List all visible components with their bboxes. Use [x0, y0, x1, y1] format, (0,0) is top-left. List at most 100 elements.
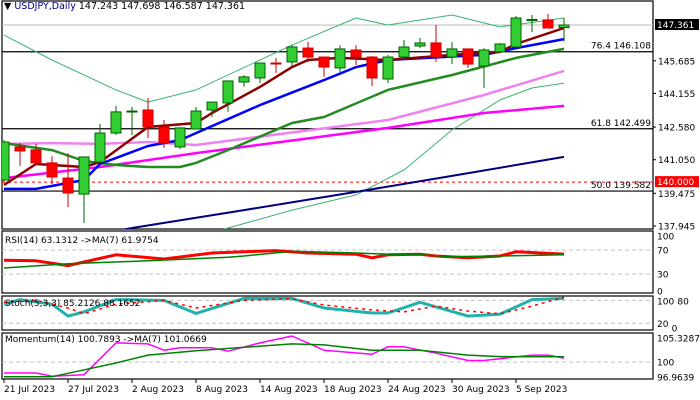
candle — [2, 140, 10, 182]
stochastic-plot — [2, 296, 653, 324]
bear-candle-body — [14, 146, 26, 152]
fib-level-label: 50.0 139.582 — [591, 181, 651, 191]
triangle-down-icon[interactable]: ▼ — [4, 1, 12, 12]
candle — [334, 45, 346, 72]
date-tick-label: 14 Aug 2023 — [260, 385, 318, 395]
candle — [238, 74, 250, 87]
bull-candle-body — [478, 49, 490, 67]
marked-level-badge: 140.000 — [657, 178, 694, 188]
bull-candle-body — [222, 80, 234, 104]
rsi-tick-label: 0 — [657, 288, 663, 298]
bear-candle-body — [30, 149, 42, 164]
price-tick-label: 142.580 — [658, 124, 695, 134]
bull-candle-body — [398, 46, 410, 58]
bull-candle-body — [510, 17, 522, 48]
date-tick-label: 5 Sep 2023 — [516, 385, 567, 395]
bull-candle-body — [558, 24, 570, 29]
candle — [126, 106, 138, 135]
candle — [318, 56, 330, 77]
momentum-plot — [2, 335, 653, 378]
candle — [478, 48, 490, 88]
bull-candle-body — [190, 110, 202, 130]
candle — [14, 143, 26, 166]
marked-level-badge-bg — [655, 176, 699, 188]
candle — [174, 127, 186, 150]
date-tick-label: 8 Aug 2023 — [196, 385, 248, 395]
rsi_ma-line — [3, 250, 565, 269]
date-tick-label: 18 Aug 2023 — [324, 385, 382, 395]
fib-level-label: 76.4 146.108 — [591, 42, 651, 52]
current-price-badge: 147.361 — [657, 21, 694, 31]
candle — [558, 17, 570, 42]
candle — [270, 57, 282, 74]
momentum-line — [4, 335, 565, 377]
candle — [94, 124, 106, 163]
candle — [46, 156, 58, 185]
stoch_main-line — [3, 296, 565, 318]
momentum-tick-label: 100 — [657, 359, 674, 369]
rsi-line — [3, 249, 565, 268]
candle — [286, 45, 298, 67]
candle — [366, 55, 378, 87]
bull-candle-body — [334, 48, 346, 69]
bear-candle-body — [302, 47, 314, 58]
rsi-tick-label: 100 — [657, 233, 674, 243]
date-tick-label: 21 Jul 2023 — [4, 385, 55, 395]
rsi-label: RSI(14) 63.1312 ->MA(7) 61.9754 — [5, 236, 159, 246]
candle — [398, 39, 410, 61]
candle — [110, 105, 122, 135]
bear-candle-body — [46, 162, 58, 178]
candle — [222, 80, 234, 112]
bear-candle-body — [142, 109, 154, 128]
bull-candle-body — [494, 43, 506, 53]
bull-candle-body — [382, 56, 394, 80]
candle — [526, 14, 538, 33]
rsi-plot — [2, 249, 653, 275]
candle — [414, 38, 426, 49]
stoch-label: Stoch(5,3,3) 85.2126 88.1652 — [5, 299, 141, 309]
date-tick-label: 27 Jul 2023 — [68, 385, 119, 395]
bull-candle-body — [126, 110, 138, 113]
bull-candle-body — [206, 101, 218, 111]
current-price-badge-bg — [655, 19, 699, 30]
candle — [350, 45, 362, 65]
candle — [190, 106, 202, 130]
bear-candle-body — [158, 126, 170, 144]
bull-candle-body — [94, 132, 106, 163]
candle — [158, 120, 170, 148]
bull-candle-body — [286, 46, 298, 63]
candle — [62, 153, 74, 208]
candle — [446, 41, 458, 65]
bear-candle-body — [62, 177, 74, 194]
price-tick-label: 145.685 — [658, 57, 695, 67]
stochastic-tick-label: 100 — [657, 298, 674, 308]
ma_navy-line — [120, 155, 565, 229]
candle — [382, 54, 394, 84]
rsi-tick-label: 30 — [657, 271, 669, 281]
date-tick-label: 2 Aug 2023 — [132, 385, 184, 395]
bull-candle-body — [110, 111, 122, 134]
candle — [462, 48, 474, 68]
bear-candle-body — [462, 48, 474, 65]
bull-candle-body — [174, 127, 186, 148]
candle — [254, 62, 266, 84]
bull-candle-body — [78, 156, 90, 195]
candle — [494, 42, 506, 53]
stochastic-tick-label: 20 — [657, 320, 669, 330]
date-tick-label: 24 Aug 2023 — [388, 385, 446, 395]
stochastic-tick-label: 80 — [677, 298, 689, 308]
momentum-label: Momentum(14) 100.7893 ->MA(7) 101.0669 — [5, 335, 207, 345]
chart-header: ▼ USDJPY,Daily 147.243 147.698 146.587 1… — [4, 1, 245, 12]
price-tick-label: 139.475 — [658, 190, 695, 200]
momentum-tick-label: 105.3287 — [657, 335, 700, 345]
candle — [206, 101, 218, 118]
bear-candle-body — [318, 56, 330, 68]
bull-candle-body — [238, 76, 250, 83]
fib-level-label: 61.8 142.499 — [591, 119, 651, 129]
price-tick-label: 137.945 — [658, 222, 695, 232]
stochastic-tick-label: 0 — [672, 325, 678, 335]
bull-candle-body — [414, 42, 426, 47]
bear-candle-body — [430, 42, 442, 58]
